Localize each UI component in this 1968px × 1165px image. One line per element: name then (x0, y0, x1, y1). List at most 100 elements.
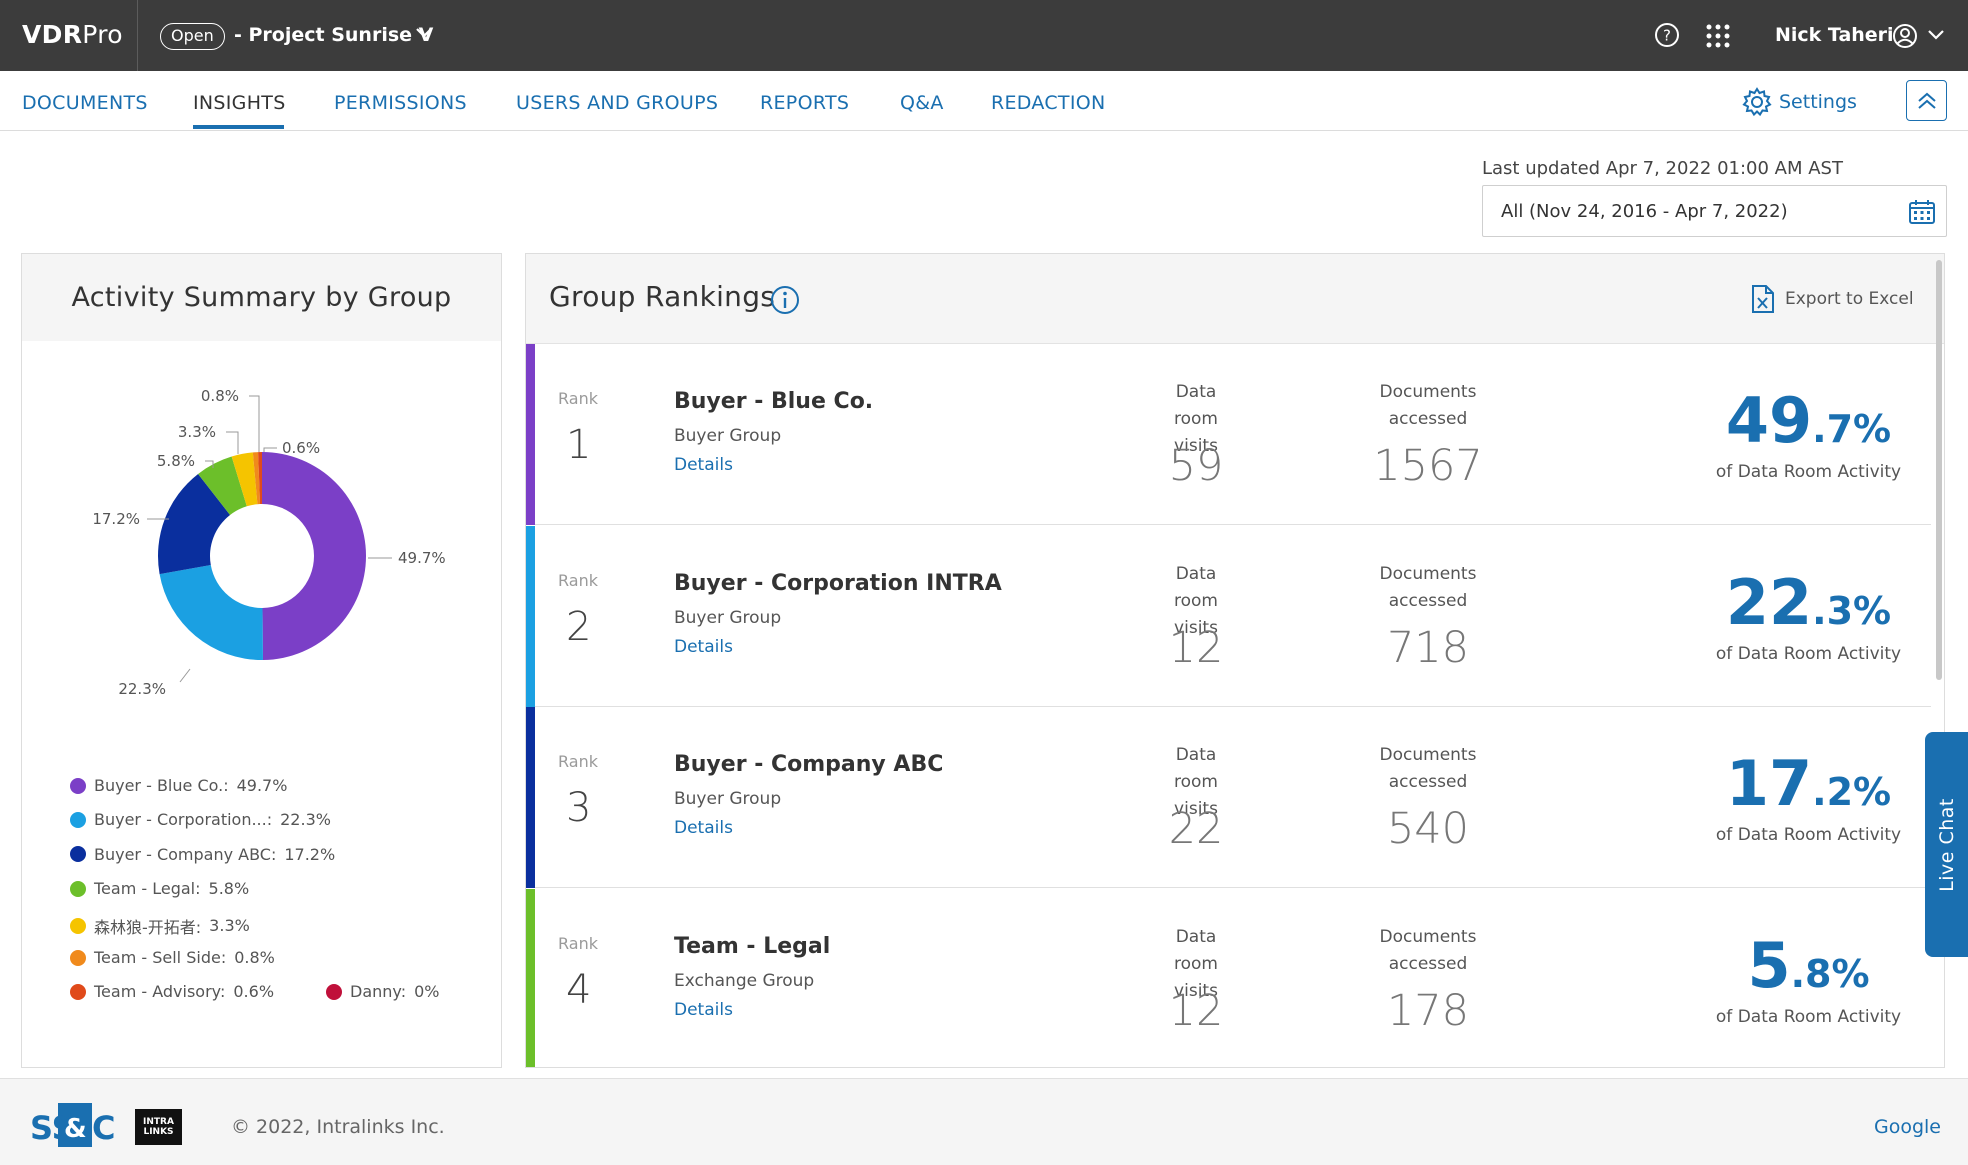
donut-slice[interactable] (159, 565, 263, 660)
divider (137, 0, 138, 71)
group-name: Buyer - Corporation INTRA (674, 570, 1002, 596)
excel-file-icon (1752, 285, 1774, 313)
activity-percent: 17.2% (1706, 747, 1911, 820)
tab-documents[interactable]: DOCUMENTS (22, 92, 148, 114)
app-logo[interactable]: VDRPro (22, 20, 123, 49)
tab-redaction[interactable]: REDACTION (991, 92, 1106, 114)
docs-label: Documents accessed (1379, 563, 1477, 611)
user-avatar-icon[interactable] (1892, 23, 1918, 49)
activity-percent-label: of Data Room Activity (1715, 643, 1902, 664)
svg-text:SS: SS (30, 1109, 75, 1147)
user-name[interactable]: Nick Taheri (1775, 24, 1894, 46)
group-rankings-header: Group Rankings Export to Excel (526, 254, 1944, 344)
activity-percent: 49.7% (1706, 384, 1911, 457)
legend-label: Danny: (350, 982, 407, 1002)
live-chat-button[interactable]: Live Chat (1925, 732, 1968, 957)
donut-slice[interactable] (252, 452, 261, 505)
tab-qa[interactable]: Q&A (900, 92, 944, 114)
legend-item[interactable]: Team - Advisory: 0.6% (70, 982, 274, 1001)
details-link[interactable]: Details (674, 636, 733, 657)
calendar-icon[interactable] (1908, 199, 1936, 225)
donut-slice[interactable] (231, 452, 258, 507)
scrollbar[interactable] (1936, 260, 1942, 680)
group-name: Team - Legal (674, 933, 831, 959)
docs-value: 178 (1386, 985, 1470, 1036)
help-icon[interactable]: ? (1654, 22, 1680, 48)
group-name: Buyer - Blue Co. (674, 389, 874, 414)
apps-grid-icon[interactable] (1706, 24, 1730, 48)
legend-value: 0.6% (233, 982, 275, 1002)
activity-donut-chart: 49.7% 22.3% 17.2% 5.8% 3.3% 0.8% 0.6% (92, 387, 445, 698)
donut-slice[interactable] (262, 452, 367, 660)
chevron-down-icon[interactable] (1927, 28, 1945, 42)
legend-item[interactable]: Team - Legal: 5.8% (70, 879, 249, 898)
leader-line (205, 460, 214, 468)
rank-number: 3 (566, 785, 592, 831)
docs-label: Documents accessed (1379, 926, 1477, 974)
leader-line (263, 447, 277, 452)
collapse-button[interactable] (1906, 80, 1947, 121)
visits-label: Data room visits (1174, 926, 1218, 1001)
google-link[interactable]: Google (1874, 1116, 1942, 1138)
legend-label: Team - Sell Side: (94, 948, 227, 967)
details-link[interactable]: Details (674, 818, 733, 838)
activity-percent: 5.8% (1706, 929, 1911, 1002)
project-selector[interactable]: - Project Sunrise V (234, 24, 434, 46)
donut-slice[interactable] (158, 473, 231, 575)
details-link[interactable]: Details (674, 455, 733, 475)
svg-text:?: ? (1663, 27, 1671, 45)
details-link[interactable]: Details (674, 999, 733, 1020)
donut-slice[interactable] (198, 456, 247, 515)
last-updated-text: Last updated Apr 7, 2022 01:00 AM AST (1482, 158, 1843, 179)
intralinks-logo: INTRA LINKS (135, 1109, 182, 1145)
legend-dot-icon (70, 917, 86, 934)
legend-item[interactable]: Team - Sell Side: 0.8% (70, 948, 275, 967)
tab-insights[interactable]: INSIGHTS (193, 92, 286, 114)
visits-value: 12 (1168, 985, 1224, 1036)
settings-label: Settings (1779, 91, 1857, 113)
footer: SS & C INTRA LINKS © 2022, Intralinks Inc… (0, 1078, 1968, 1165)
active-tab-indicator (193, 125, 284, 129)
donut-slice[interactable] (258, 452, 262, 505)
percent-dec: .7% (1812, 407, 1892, 451)
legend-item[interactable]: Danny: 0% (326, 982, 440, 1001)
docs-value: 540 (1386, 804, 1470, 854)
legend-label: Buyer - Corporation...: (94, 810, 273, 830)
percent-dec: .3% (1812, 588, 1892, 633)
settings-button[interactable]: Settings (1741, 85, 1857, 119)
leader-line (179, 668, 191, 683)
legend-dot-icon (70, 983, 86, 1000)
legend-label: 森林狼-开拓者: (94, 917, 202, 937)
ranking-row: Rank 4 Team - Legal Exchange Group Detai… (526, 888, 1931, 1067)
slice-label: 22.3% (118, 680, 166, 698)
legend-dot-icon (70, 880, 86, 897)
tab-users-and-groups[interactable]: USERS AND GROUPS (516, 92, 719, 114)
activity-percent-label: of Data Room Activity (1715, 1006, 1902, 1027)
legend-item[interactable]: Buyer - Company ABC: 17.2% (70, 845, 335, 864)
legend-dot-icon (326, 983, 342, 1000)
visits-label: Data room visits (1174, 382, 1218, 456)
tab-permissions[interactable]: PERMISSIONS (334, 92, 467, 114)
visits-value: 12 (1168, 622, 1224, 673)
ranking-row: Rank 1 Buyer - Blue Co. Buyer Group Deta… (526, 344, 1931, 525)
rank-number: 4 (566, 966, 592, 1013)
chevron-down-icon[interactable] (415, 26, 433, 40)
activity-summary-panel: Activity Summary by Group 49.7% 22.3% 17.2… (21, 253, 502, 1068)
percent-int: 17 (1725, 747, 1813, 820)
export-to-excel-button[interactable]: Export to Excel (1751, 284, 1914, 314)
visits-value: 59 (1168, 441, 1224, 491)
legend-item[interactable]: Buyer - Corporation...: 22.3% (70, 810, 331, 829)
ranking-row: Rank 2 Buyer - Corporation INTRA Buyer G… (526, 525, 1931, 707)
info-icon[interactable] (769, 284, 801, 316)
legend-label: Buyer - Company ABC: (94, 844, 277, 864)
legend-item[interactable]: Buyer - Blue Co.: 49.7% (70, 776, 287, 795)
visits-label: Data room visits (1174, 563, 1218, 638)
group-type: Exchange Group (674, 970, 815, 991)
leader-line (249, 395, 260, 452)
tab-reports[interactable]: REPORTS (760, 92, 850, 114)
legend-dot-icon (70, 811, 86, 828)
activity-percent: 22.3% (1706, 566, 1911, 639)
legend-item[interactable]: 森林狼-开拓者: 3.3% (70, 914, 250, 938)
date-range-picker[interactable]: All (Nov 24, 2016 - Apr 7, 2022) (1482, 185, 1947, 237)
group-type: Buyer Group (674, 607, 782, 628)
